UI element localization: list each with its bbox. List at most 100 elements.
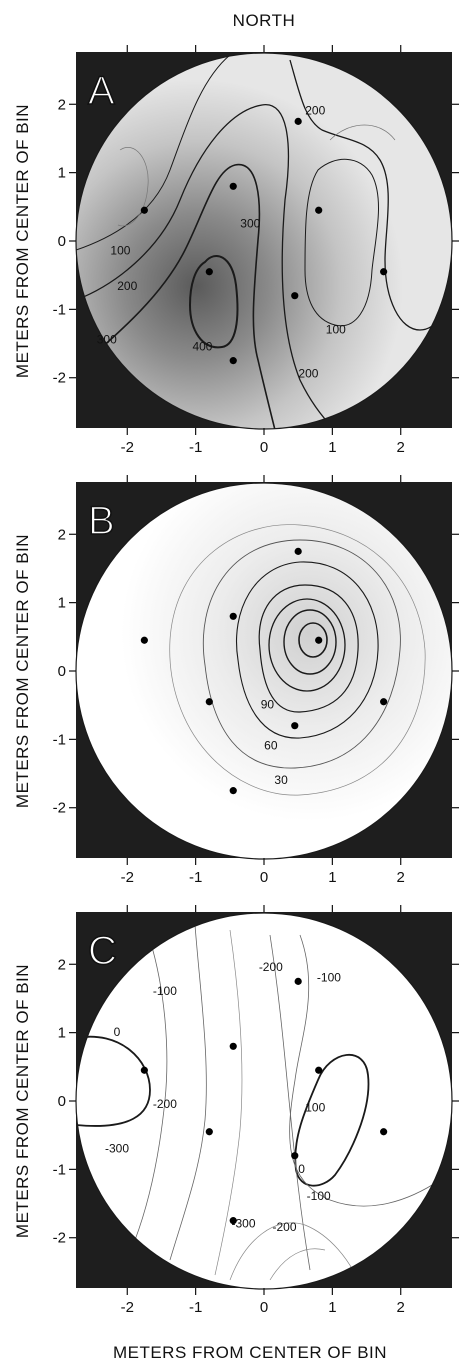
panel-b-contour-30 [202,539,401,769]
panel-a-ytick-label: -2 [53,370,66,387]
panel-a-xtick-label: -1 [189,439,202,456]
panel-c-xtick-label: -1 [189,1299,202,1316]
panel-c-contour-n200-bottom [269,1248,326,1281]
panel-c-xtick-label: 1 [328,1299,336,1316]
panel-b-ytick-label: -2 [53,800,66,817]
panel-a-xtick-label: 0 [260,439,268,456]
panel-a-bin-disk [76,53,452,429]
panel-c-contour-label: 0 [298,1162,305,1176]
panel-b: 90 60 30 B [75,482,453,860]
panel-a-contour-label: 100 [110,244,130,258]
panel-b-xtick-label: 2 [397,869,405,886]
panel-b-ytick-label: 2 [58,526,66,543]
panel-c-ytick-label: -1 [53,1161,66,1178]
panel-a-sensor-point [229,182,237,190]
panel-c-contour-label: -200 [259,960,283,974]
panel-b-ytick-label: 0 [58,663,66,680]
panel-b-ylabel: METERS FROM CENTER OF BIN [13,534,32,808]
panel-c-sensor-point [140,1066,148,1074]
panel-c-ylabel: METERS FROM CENTER OF BIN [13,964,32,1238]
panel-a-sensor-point [229,357,237,365]
panel-c-ytick-label: 0 [58,1093,66,1110]
panel-b-ytick-label: 1 [58,595,66,612]
panel-b-letter: B [88,499,115,543]
panel-b-sensor-point [380,698,388,706]
panel-a-contour-labels: 100 200 300 400 300 200 100 200 [97,104,346,381]
panel-b-contour-90 [258,584,359,713]
panel-c-contour-label: -200 [272,1220,296,1234]
panel-c-xtick-label: -2 [121,1299,134,1316]
panel-a-contour-label: 200 [298,367,318,381]
panel-c-contour-n100-left [134,939,168,1241]
panel-a: 100 200 300 400 300 200 100 200 A [75,52,453,430]
panel-a-ytick-label: 0 [58,233,66,250]
panel-a-contour-label: 200 [117,279,137,293]
panel-a-xtick-label: 2 [397,439,405,456]
panel-c-sensor-point [315,1066,323,1074]
panel-a-contour-300 [76,163,276,429]
panel-c-contour-n300-bottom [229,1222,361,1286]
panel-b-sensor-point [315,636,323,644]
panel-c-contour-label: -100 [153,984,177,998]
panel-a-contour-label: 400 [192,339,212,353]
panel-c-contour-n100-right [289,934,441,1207]
panel-b-contour-labels: 90 60 30 [261,698,288,787]
panel-c-contour-0-left [76,1035,151,1127]
panel-a-contour-100-left [76,54,231,251]
north-label: NORTH [233,11,296,30]
panel-a-ytick-label: -1 [53,301,66,318]
panel-a-contour-label: 300 [240,216,260,230]
panel-c-sensor-point [380,1128,388,1136]
panel-c-sensor-point [294,977,302,985]
bottom-xlabel: METERS FROM CENTER OF BIN [113,1343,387,1362]
panel-c-sensor-point [205,1128,213,1136]
panel-b-sensor-point [140,636,148,644]
panel-b-contour-label: 90 [261,698,275,712]
panel-b-bin-disk [76,483,452,859]
panel-c-sensors [140,977,388,1225]
panel-b-xtick-label: -1 [189,869,202,886]
panel-c-sensor-point [229,1042,237,1050]
panel-b-contour-label: 60 [264,739,278,753]
panel-a-sensor-point [140,206,148,214]
panel-a-contour-light-2 [329,124,396,141]
panel-c-contour-label: -300 [105,1141,129,1155]
panel-c-xtick-label: 2 [397,1299,405,1316]
panel-a-sensor-point [380,268,388,276]
panel-a-contour-100-right [304,158,379,327]
panel-a-contour-400 [188,255,239,349]
panel-a-sensor-point [294,117,302,125]
panel-a-ylabel: METERS FROM CENTER OF BIN [13,104,32,378]
panel-c-contour-n200-left [169,924,207,1261]
panel-b-contour-outer [169,524,426,796]
panel-b-ytick-label: -1 [53,731,66,748]
panel-c-ytick-label: 1 [58,1025,66,1042]
panel-a-sensor-point [315,206,323,214]
panel-c-contour-n200-mid [269,934,311,1271]
panel-b-contour-2 [283,609,337,675]
panel-c-contour-label: -100 [307,1189,331,1203]
panel-a-contour-label: 200 [305,104,325,118]
panel-b-contour-label: 30 [274,773,288,787]
panel-c-ytick-label: -2 [53,1230,66,1247]
panel-c-contour-n300-left [214,929,243,1276]
panel-b-sensor-point [229,612,237,620]
panel-b-contour-60 [236,561,379,739]
panel-a-contour-label: 300 [97,333,117,347]
panel-c-bin-disk [76,913,452,1289]
panel-a-ytick-label: 2 [58,96,66,113]
panel-b-sensor-point [294,547,302,555]
panel-a-letter: A [88,69,115,113]
panel-c-xtick-label: 0 [260,1299,268,1316]
panel-b-xtick-label: 1 [328,869,336,886]
panel-b-contour-1 [298,622,328,658]
panel-c-sensor-point [291,1152,299,1160]
panel-a-sensor-point [205,268,213,276]
panel-b-sensor-point [291,722,299,730]
panel-c-letter: C [88,929,117,973]
panel-a-xtick-label: -2 [121,439,134,456]
